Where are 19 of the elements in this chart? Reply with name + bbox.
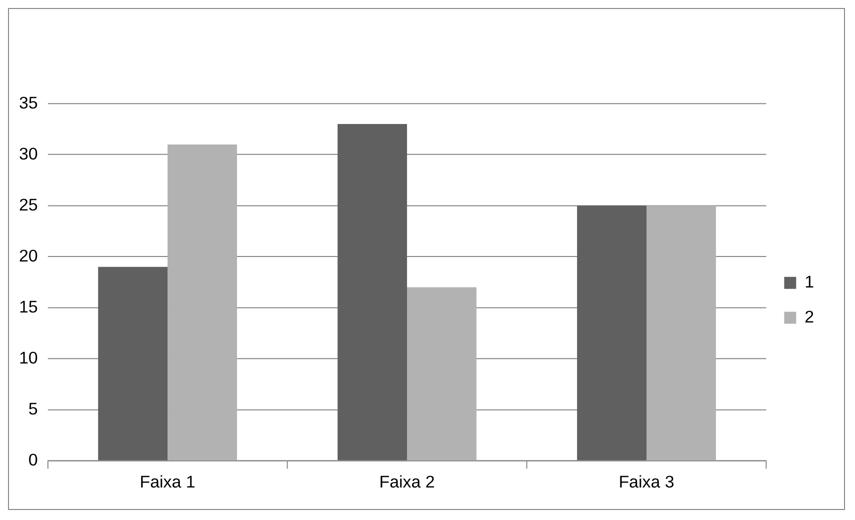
bar bbox=[407, 287, 476, 460]
y-tick-label: 0 bbox=[28, 450, 38, 470]
y-tick-label: 35 bbox=[18, 93, 38, 112]
bar bbox=[338, 124, 408, 460]
y-tick-label: 5 bbox=[28, 399, 38, 418]
y-tick-label: 15 bbox=[18, 297, 38, 316]
y-tick-label: 30 bbox=[18, 144, 38, 164]
bar bbox=[646, 206, 716, 460]
bar bbox=[98, 266, 168, 460]
y-tick-label: 20 bbox=[18, 246, 38, 266]
x-tick-label: Faixa 3 bbox=[618, 472, 674, 492]
x-tick-label: Faixa 2 bbox=[379, 472, 435, 492]
y-tick-label: 25 bbox=[18, 195, 38, 214]
x-tick-label: Faixa 1 bbox=[140, 472, 196, 492]
y-tick-label: 10 bbox=[18, 348, 38, 368]
bar bbox=[168, 144, 237, 460]
legend-label: 2 bbox=[804, 307, 814, 326]
legend-label: 1 bbox=[804, 272, 814, 292]
bar bbox=[577, 206, 646, 460]
